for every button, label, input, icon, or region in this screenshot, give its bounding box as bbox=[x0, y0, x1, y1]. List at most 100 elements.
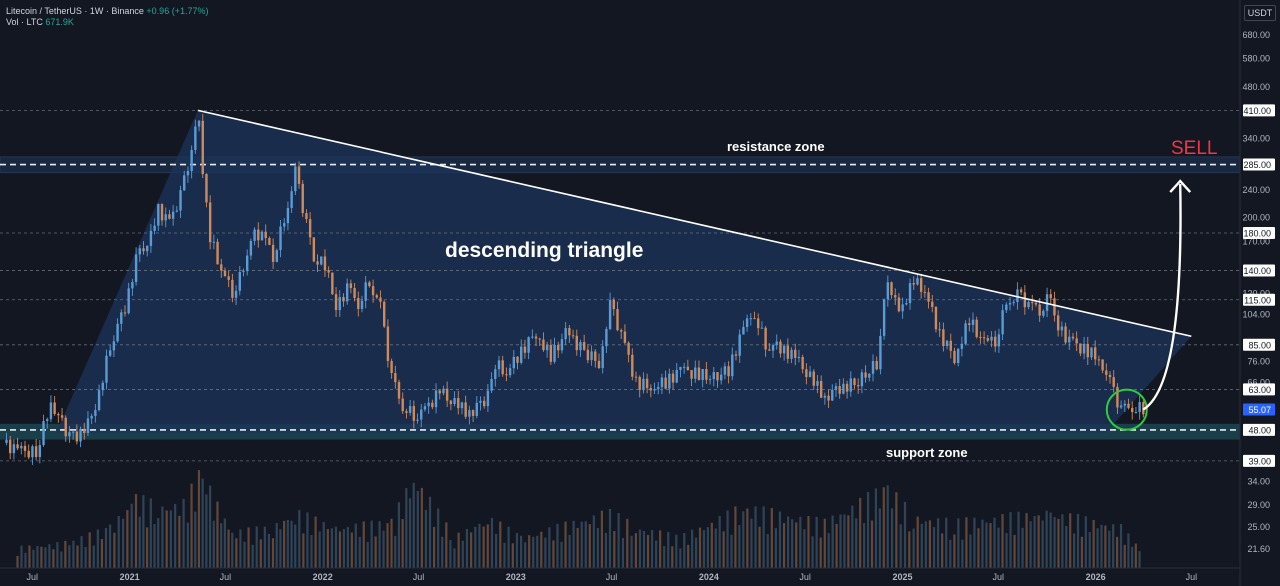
volume-bar bbox=[449, 540, 452, 568]
candle-body bbox=[964, 323, 967, 344]
volume-bar bbox=[520, 535, 523, 568]
volume-bar bbox=[251, 544, 254, 568]
volume-bar bbox=[965, 517, 968, 568]
volume-bar bbox=[146, 527, 149, 568]
volume-bar bbox=[890, 508, 894, 568]
volume-bar bbox=[279, 529, 282, 568]
candle-body bbox=[220, 264, 223, 271]
candle-body bbox=[990, 336, 993, 341]
level-badge-label: 285.00 bbox=[1243, 160, 1271, 170]
candle-body bbox=[438, 390, 441, 394]
volume-bar bbox=[961, 539, 964, 568]
candle-body bbox=[638, 376, 641, 390]
candle-body bbox=[349, 283, 353, 289]
x-tick-label: 2023 bbox=[506, 572, 526, 582]
volume-bar bbox=[358, 536, 361, 568]
volume-bar bbox=[742, 511, 745, 568]
volume-bar bbox=[80, 536, 83, 568]
price-change: +0.96 (+1.77%) bbox=[146, 6, 209, 16]
volume-bar bbox=[362, 521, 365, 568]
volume-bar bbox=[201, 478, 204, 568]
candle-body bbox=[234, 290, 238, 298]
candle-body bbox=[90, 415, 93, 419]
volume-bar bbox=[874, 488, 878, 568]
candle-body bbox=[956, 348, 960, 364]
level-badge-label: 410.00 bbox=[1243, 106, 1271, 116]
candle-body bbox=[1112, 377, 1115, 387]
volume-bar bbox=[993, 517, 996, 568]
candle-body bbox=[1116, 386, 1119, 408]
volume-bar bbox=[667, 532, 670, 568]
candle-body bbox=[68, 432, 71, 437]
candle-body bbox=[842, 383, 845, 394]
candle-body bbox=[468, 410, 471, 417]
volume-bar bbox=[382, 530, 385, 568]
volume-bar bbox=[370, 520, 373, 568]
candle-body bbox=[1038, 304, 1041, 316]
level-badge bbox=[1243, 293, 1275, 306]
candle-body bbox=[1127, 403, 1130, 408]
volume-bar bbox=[878, 508, 881, 568]
currency-button[interactable]: USDT bbox=[1244, 5, 1276, 21]
volume-bar bbox=[912, 528, 915, 568]
volume-bar bbox=[1069, 513, 1072, 568]
candle-body bbox=[464, 402, 467, 417]
candle-body bbox=[131, 282, 134, 289]
volume-bar bbox=[390, 518, 393, 568]
volume-bar bbox=[302, 533, 305, 568]
candle-body bbox=[582, 342, 586, 350]
candle-body bbox=[642, 378, 645, 390]
candle-body bbox=[886, 282, 890, 300]
candle-body bbox=[179, 190, 182, 211]
candle-body bbox=[834, 386, 838, 390]
volume-bar bbox=[165, 510, 168, 568]
volume-bar bbox=[803, 529, 806, 568]
candle-body bbox=[123, 312, 127, 314]
volume-bar bbox=[1080, 536, 1084, 568]
arrow-head-icon bbox=[1169, 179, 1192, 193]
volume-bar bbox=[186, 522, 189, 568]
candle-body bbox=[560, 339, 564, 351]
price-axis bbox=[1240, 0, 1280, 586]
volume-bar bbox=[457, 532, 460, 568]
candle-body bbox=[23, 445, 27, 451]
volume-bar bbox=[870, 520, 874, 568]
candle-body bbox=[342, 297, 345, 302]
candle-body bbox=[371, 286, 375, 296]
volume-bar bbox=[799, 516, 802, 568]
y-tick-label: 76.00 bbox=[1247, 356, 1270, 366]
volume-bar bbox=[1021, 527, 1024, 568]
candle-body bbox=[312, 237, 316, 262]
candle-body bbox=[445, 388, 449, 401]
candle-body bbox=[423, 406, 427, 410]
volume-bar bbox=[774, 528, 777, 568]
candle-body bbox=[42, 421, 45, 446]
candle-body bbox=[201, 120, 204, 175]
candle-body bbox=[575, 335, 578, 351]
volume-bar bbox=[1061, 514, 1064, 568]
candle-body bbox=[34, 446, 38, 458]
volume-bar bbox=[957, 518, 960, 568]
candle-body bbox=[1093, 347, 1097, 360]
candle-body bbox=[153, 225, 156, 231]
volume-bar bbox=[100, 539, 104, 568]
candle-body bbox=[1086, 343, 1089, 358]
candle-body bbox=[697, 367, 701, 380]
volume-bar bbox=[263, 526, 266, 568]
volume-bar bbox=[1092, 520, 1095, 568]
candle-body bbox=[305, 213, 308, 220]
candle-body bbox=[738, 334, 741, 356]
candle-body bbox=[557, 344, 560, 351]
volume-bar bbox=[552, 540, 555, 568]
candle-body bbox=[401, 398, 404, 412]
volume-bar bbox=[16, 555, 19, 568]
candle-body bbox=[223, 270, 227, 277]
candle-body bbox=[194, 126, 197, 150]
volume-bar bbox=[646, 534, 650, 568]
candle-body bbox=[986, 338, 990, 341]
candle-body bbox=[927, 292, 930, 302]
volume-bar bbox=[338, 531, 342, 568]
candle-body bbox=[83, 428, 86, 434]
candle-body bbox=[353, 288, 356, 298]
